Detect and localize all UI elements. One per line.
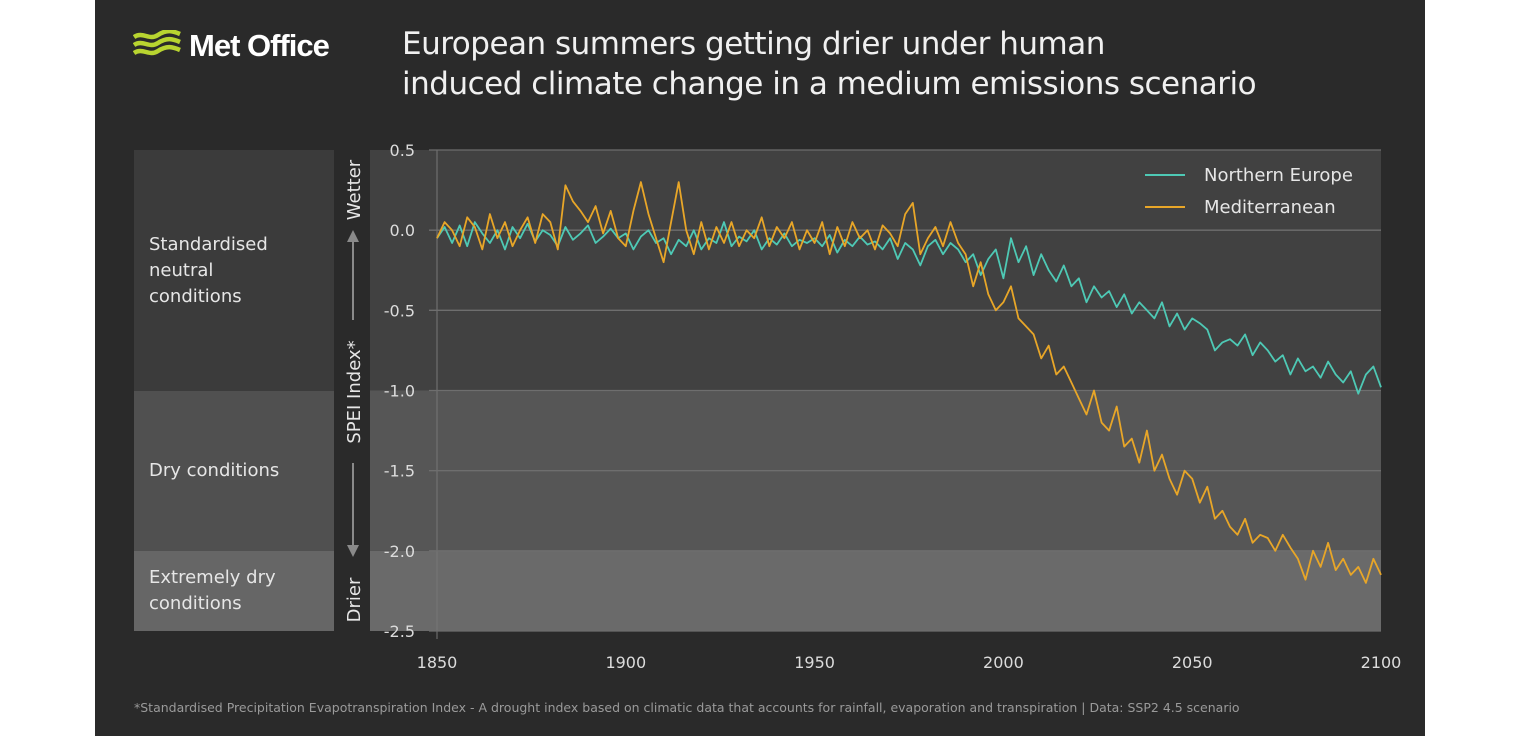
met-office-logo: Met Office [133, 26, 330, 66]
x-tick-label: 2000 [983, 653, 1024, 672]
y-tick-label: -2.5 [384, 622, 415, 641]
x-tick-label: 1850 [417, 653, 458, 672]
band-neutral-label: Standardised neutral conditions [149, 233, 268, 307]
plot-band-2 [370, 550, 1381, 631]
band-extremely-dry: Extremely dry conditions [134, 551, 334, 631]
chart-title: European summers getting drier under hum… [402, 24, 1402, 104]
footnote: *Standardised Precipitation Evapotranspi… [134, 700, 1240, 715]
drier-arrow-icon [347, 545, 359, 557]
y-axis-annotation: Wetter SPEI Index* Drier [344, 159, 365, 622]
y-tick-label: 0.5 [390, 141, 415, 160]
logo-text: Met Office [189, 28, 330, 63]
y-tick-label: -1.0 [384, 382, 415, 401]
band-neutral: Standardised neutral conditions [134, 150, 334, 391]
wetter-arrow-icon [347, 230, 359, 242]
y-tick-label: -2.0 [384, 542, 415, 561]
series-line-northern-europe [436, 221, 1382, 395]
band-dry-label: Dry conditions [149, 460, 280, 481]
y-tick-label: -1.5 [384, 462, 415, 481]
wetter-label: Wetter [344, 159, 365, 220]
wave-logo-icon [133, 30, 181, 56]
title-line-1: European summers getting drier under hum… [402, 26, 1105, 62]
title-line-2: induced climate change in a medium emiss… [402, 66, 1257, 102]
drier-label: Drier [344, 577, 365, 622]
x-tick-label: 2050 [1172, 653, 1213, 672]
series-line-mediterranean [436, 181, 1382, 584]
x-tick-label: 2100 [1361, 653, 1402, 672]
legend-label: Northern Europe [1204, 165, 1353, 186]
plot-band-0 [370, 150, 1381, 391]
band-extremely-dry-label: Extremely dry conditions [149, 567, 276, 614]
x-tick-label: 1950 [794, 653, 835, 672]
x-tick-label: 1900 [605, 653, 646, 672]
y-tick-label: -0.5 [384, 301, 415, 320]
ylabel: SPEI Index* [344, 340, 365, 443]
y-tick-label: 0.0 [390, 221, 415, 240]
band-dry: Dry conditions [134, 391, 334, 551]
legend-label: Mediterranean [1204, 197, 1336, 218]
